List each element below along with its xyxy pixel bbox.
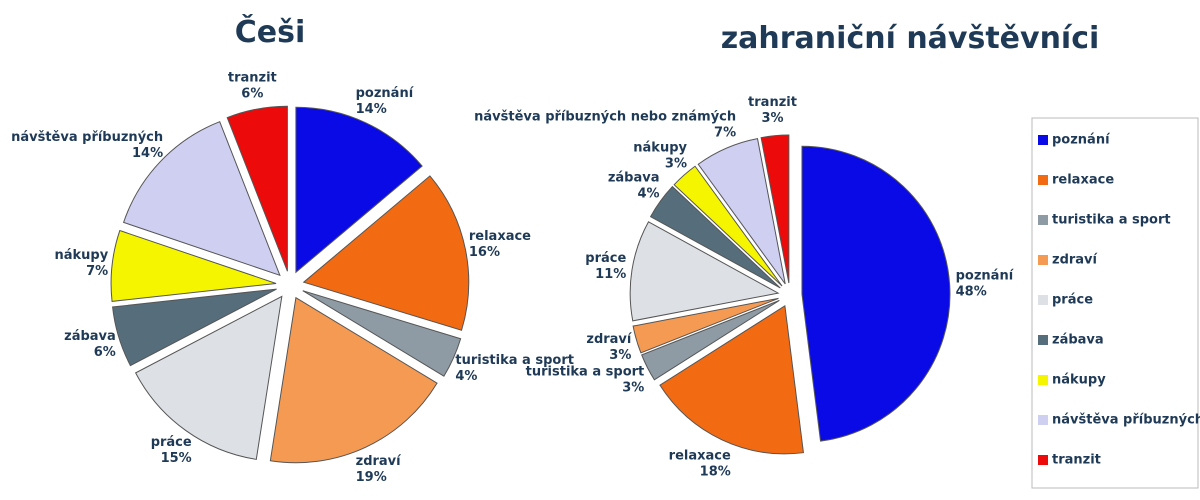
legend-box <box>1031 117 1199 489</box>
pie-slice <box>629 221 780 322</box>
slice-value-label: 3% <box>622 380 644 395</box>
pie-slice <box>632 297 779 354</box>
legend-label: práce <box>1052 293 1093 308</box>
slice-value-label: 16% <box>469 245 500 260</box>
legend-swatch <box>1038 375 1048 385</box>
pie-slice <box>226 105 288 272</box>
pie-slice <box>641 299 780 381</box>
legend-label: zdraví <box>1052 253 1099 268</box>
slice-value-label: 6% <box>94 345 116 360</box>
slice-value-label: 4% <box>455 369 477 384</box>
slice-label: návštěva příbuzných nebo známých <box>474 109 736 124</box>
slice-label: práce <box>151 435 192 450</box>
slice-label: zdraví <box>356 454 403 469</box>
slice-value-label: 19% <box>356 470 387 485</box>
legend-label: nákupy <box>1052 373 1106 388</box>
slice-value-label: 14% <box>356 102 387 117</box>
pie-slice <box>134 295 283 460</box>
legend-swatch <box>1038 215 1048 225</box>
pie-slice <box>649 185 781 289</box>
slice-label: tranzit <box>228 71 277 86</box>
legend-swatch <box>1038 415 1048 425</box>
slice-label: poznání <box>356 86 415 101</box>
pie-slice <box>302 290 462 377</box>
slice-label: tranzit <box>748 95 797 110</box>
slice-label: zábava <box>608 171 660 186</box>
chart-title: Češi <box>235 13 306 50</box>
legend-swatch <box>1038 255 1048 265</box>
pie-slice <box>673 165 783 287</box>
slice-label: práce <box>585 251 626 266</box>
pie-slice <box>302 175 470 331</box>
slice-value-label: 15% <box>161 451 192 466</box>
pie-slice <box>112 288 277 367</box>
pie-slice <box>659 305 804 455</box>
slice-value-label: 3% <box>761 111 783 126</box>
pie-slice <box>295 106 423 274</box>
slice-label: zdraví <box>586 332 633 347</box>
slice-value-label: 11% <box>595 267 626 282</box>
chart-title: zahraniční návštěvníci <box>721 21 1100 56</box>
legend-label: poznání <box>1052 133 1111 148</box>
legend-swatch <box>1038 135 1048 145</box>
legend-swatch <box>1038 175 1048 185</box>
slice-value-label: 3% <box>665 156 687 171</box>
slice-value-label: 6% <box>241 87 263 102</box>
pie-slice <box>269 296 438 464</box>
slice-value-label: 4% <box>637 187 659 202</box>
legend-label: relaxace <box>1052 173 1114 188</box>
slice-label: nákupy <box>54 248 108 263</box>
pie-slice <box>110 229 277 302</box>
legend-swatch <box>1038 295 1048 305</box>
legend-swatch <box>1038 455 1048 465</box>
slice-label: nákupy <box>633 140 687 155</box>
pie-slice <box>122 121 281 277</box>
slice-label: zábava <box>64 329 116 344</box>
slice-label: návštěva příbuzných <box>11 130 163 145</box>
pie-slice <box>801 145 951 442</box>
slice-label: turistika a sport <box>526 364 645 379</box>
slice-value-label: 3% <box>609 348 631 363</box>
legend-label: návštěva příbuzných nebo známých <box>1052 413 1200 428</box>
slice-value-label: 7% <box>714 125 736 140</box>
slice-value-label: 7% <box>86 264 108 279</box>
slice-label: relaxace <box>669 448 731 463</box>
slice-label: poznání <box>956 268 1015 283</box>
legend-swatch <box>1038 335 1048 345</box>
pie-slice <box>697 138 786 285</box>
legend-label: turistika a sport <box>1052 213 1171 228</box>
slice-value-label: 18% <box>700 464 731 479</box>
slice-label: turistika a sport <box>455 353 574 368</box>
legend-label: zábava <box>1052 333 1104 348</box>
legend-label: tranzit <box>1052 453 1101 468</box>
slice-value-label: 48% <box>956 284 987 299</box>
pie-slice <box>760 134 790 284</box>
slice-label: relaxace <box>469 229 531 244</box>
slice-value-label: 14% <box>132 146 163 161</box>
